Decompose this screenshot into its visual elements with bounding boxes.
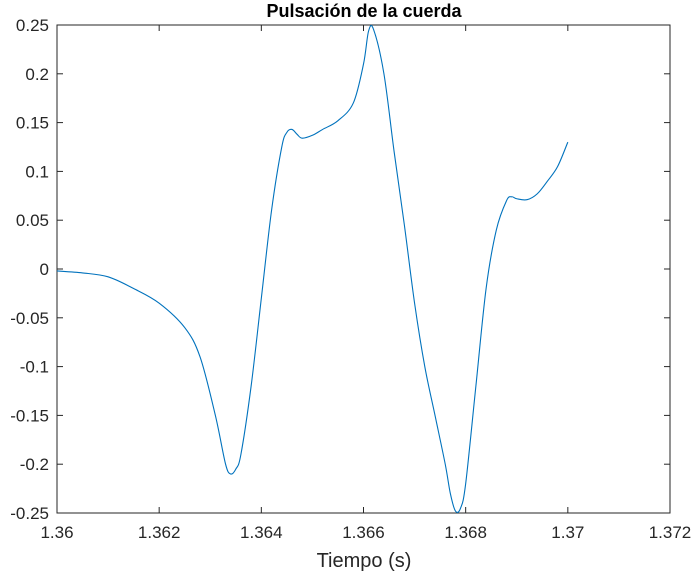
x-tick-label: 1.362 — [138, 523, 181, 542]
x-tick-label: 1.36 — [40, 523, 73, 542]
axes-box — [56, 24, 671, 514]
y-tick-label: 0.2 — [25, 65, 49, 84]
y-tick-label: -0.05 — [10, 309, 49, 328]
y-axis-ticks: -0.25 -0.2 -0.15 -0.1 -0.05 0 0.05 0.1 0.15 0.2 0.… — [10, 16, 670, 523]
x-axis-label: Tiempo (s) — [317, 550, 412, 572]
y-tick-label: -0.15 — [10, 406, 49, 425]
x-tick-label: 1.364 — [240, 523, 283, 542]
y-tick-label: -0.25 — [10, 504, 49, 523]
plot-area — [56, 24, 671, 514]
y-tick-label: 0.15 — [16, 114, 49, 133]
x-tick-label: 1.368 — [444, 523, 487, 542]
y-tick-label: 0.05 — [16, 211, 49, 230]
x-tick-label: 1.372 — [649, 523, 692, 542]
y-tick-label: 0.25 — [16, 16, 49, 35]
x-tick-label: 1.37 — [551, 523, 584, 542]
series-line-0 — [56, 24, 569, 513]
x-axis-ticks: 1.36 1.362 1.364 1.366 1.368 1.37 1.372 — [40, 25, 691, 542]
y-tick-label: -0.1 — [20, 358, 49, 377]
y-tick-label: -0.2 — [20, 455, 49, 474]
y-tick-label: 0 — [40, 260, 49, 279]
chart-title: Pulsación de la cuerda — [266, 1, 462, 21]
y-tick-label: 0.1 — [25, 162, 49, 181]
x-tick-label: 1.366 — [342, 523, 385, 542]
